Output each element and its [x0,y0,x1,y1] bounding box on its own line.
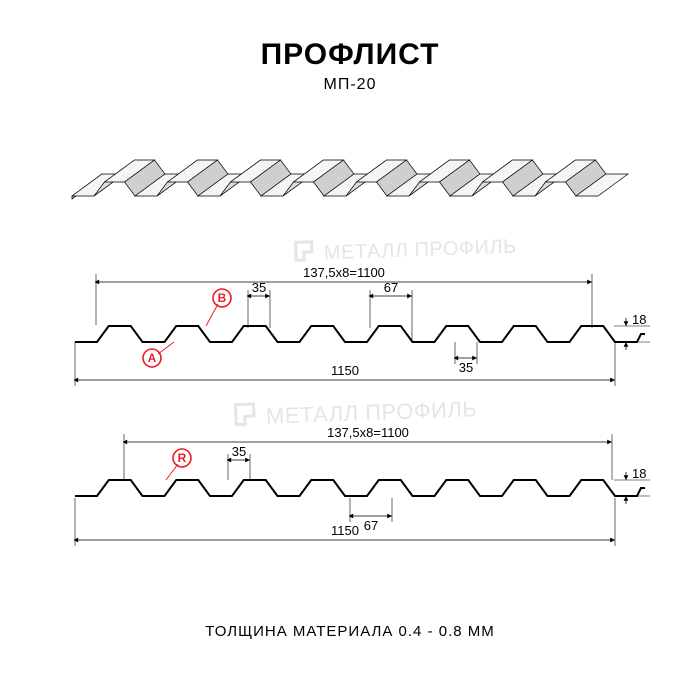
dim-18-1: 18 [632,312,646,327]
marker-b: B [206,289,231,326]
svg-text:B: B [218,291,227,305]
page-title: ПРОФЛИСТ [0,38,700,72]
dim-35-2: 35 [232,444,246,459]
dim-top-2: 137,5х8=1100 [327,425,409,440]
section-diagram-1: 137,5х8=1100 35 67 35 18 1150 A B [0,260,700,400]
svg-text:A: A [148,351,157,365]
footer-label: ТОЛЩИНА МАТЕРИАЛА 0.4 - 0.8 ММ [0,623,700,640]
marker-a: A [143,342,174,367]
section-diagram-2: 137,5х8=1100 35 67 18 1150 R [0,420,700,560]
dim-bottom-1: 1150 [331,363,359,378]
dim-18-2: 18 [632,466,646,481]
dim-67-2: 67 [364,518,378,533]
perspective-view [0,150,700,220]
dim-bottom-2: 1150 [331,523,359,538]
dim-35b-1: 35 [459,360,473,375]
marker-r: R [166,449,191,480]
dim-67-1: 67 [384,280,398,295]
dim-35-1: 35 [252,280,266,295]
dim-top-1: 137,5х8=1100 [303,265,385,280]
svg-text:R: R [178,451,187,465]
page-subtitle: МП-20 [0,76,700,94]
